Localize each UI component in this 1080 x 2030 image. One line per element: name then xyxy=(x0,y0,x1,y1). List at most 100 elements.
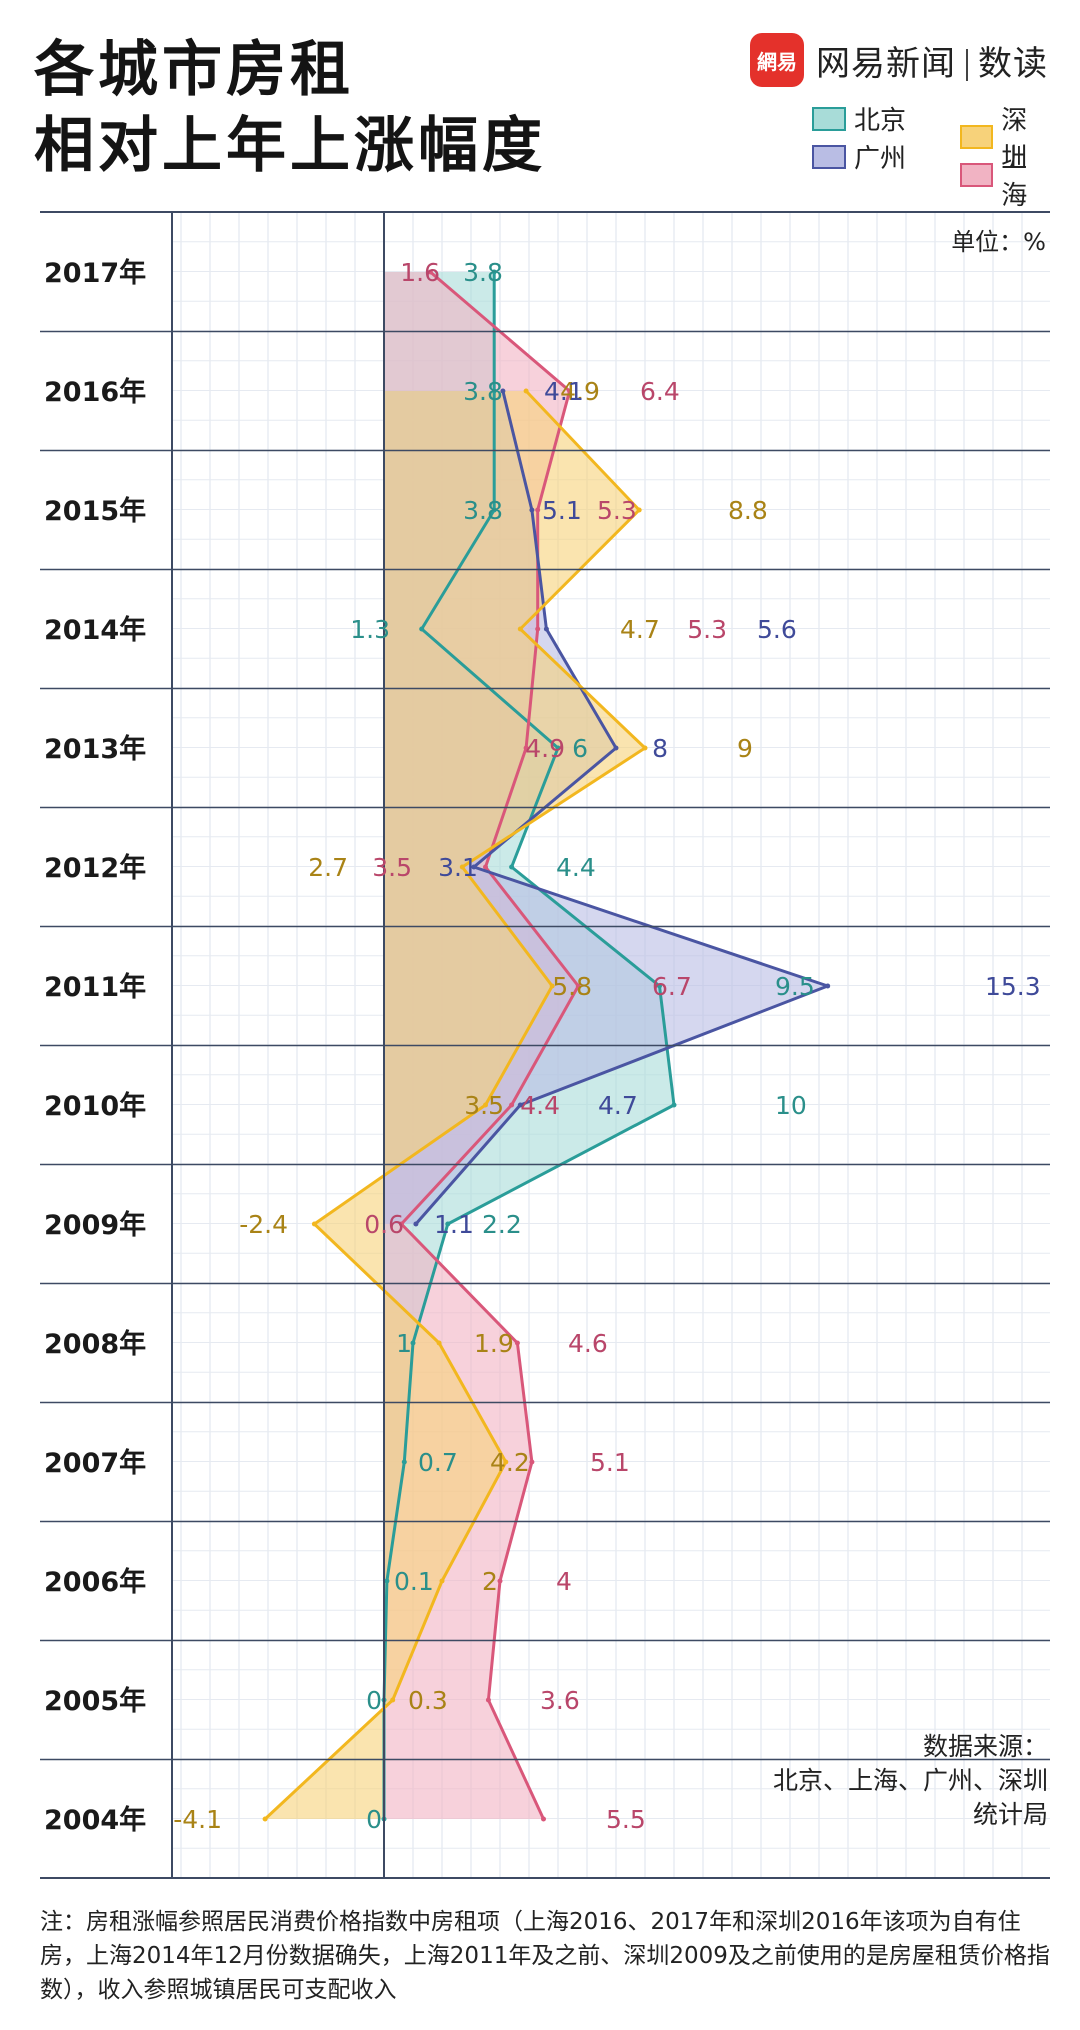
data-label-beijing: 0 xyxy=(366,1805,382,1834)
point-beijing xyxy=(491,269,497,275)
data-label-beijing: 1.3 xyxy=(350,615,390,644)
category-label: 2006年 xyxy=(44,1566,146,1598)
legend-swatch-beijing xyxy=(812,106,846,131)
data-label-shenzhen: -2.4 xyxy=(239,1210,288,1239)
data-label-guangzhou: 15.3 xyxy=(985,972,1041,1001)
data-label-beijing: 10 xyxy=(775,1091,807,1120)
point-shanghai xyxy=(541,1816,546,1822)
data-label-shanghai: 4.9 xyxy=(525,734,565,763)
point-shanghai xyxy=(575,983,581,989)
point-shanghai xyxy=(535,507,541,513)
point-shanghai xyxy=(485,1697,491,1703)
point-shenzhen xyxy=(311,1221,317,1227)
data-label-shanghai: 4.6 xyxy=(568,1329,608,1358)
data-label-shanghai: 4.4 xyxy=(520,1091,560,1120)
legend-label-shanghai: 上海 xyxy=(1001,144,1028,211)
point-shanghai xyxy=(427,269,433,275)
source-line-2: 北京、上海、广州、深圳 xyxy=(772,1766,1048,1795)
data-label-beijing: 4.4 xyxy=(556,853,596,882)
category-label: 2008年 xyxy=(44,1328,146,1360)
category-label: 2005年 xyxy=(44,1685,146,1717)
data-labels: 3.8 3.8 3.8 1.3 6 4.4 9.5 10 2.2 1 0.7 0.1 0 0 4.9 8.8 4… xyxy=(173,258,1040,1834)
category-labels: 2017年 2016年 2015年 2014年 2013年 2012年 2011年 2010年… xyxy=(44,257,146,1836)
title-line-2: 相对上年上涨幅度 xyxy=(34,111,546,181)
data-label-shanghai: 6.4 xyxy=(640,377,680,406)
point-shanghai xyxy=(497,1578,503,1584)
data-label-shanghai: 3.5 xyxy=(372,853,412,882)
legend-swatch-shanghai xyxy=(960,163,994,187)
category-label: 2015年 xyxy=(44,495,146,527)
point-beijing xyxy=(491,388,497,394)
data-label-guangzhou: 5.1 xyxy=(542,496,582,525)
point-beijing xyxy=(384,1578,390,1584)
point-shenzhen xyxy=(436,1340,442,1346)
data-label-shanghai: 5.3 xyxy=(597,496,637,525)
data-label-shenzhen: 1.9 xyxy=(474,1329,514,1358)
chart-title: 各城市房租 相对上年上涨幅度 xyxy=(34,32,546,184)
title-line-1: 各城市房租 xyxy=(34,35,354,105)
data-label-shenzhen: 2.7 xyxy=(308,853,348,882)
data-label-shenzhen: 9 xyxy=(737,734,753,763)
data-label-beijing: 0.7 xyxy=(418,1448,458,1477)
unit-label: 单位：% xyxy=(951,228,1046,256)
data-label-shanghai: 5.3 xyxy=(687,615,727,644)
point-beijing xyxy=(419,626,425,632)
point-guangzhou xyxy=(471,864,477,870)
data-label-shenzhen: 3.5 xyxy=(464,1091,504,1120)
data-label-guangzhou: 5.6 xyxy=(757,615,797,644)
data-label-shanghai: 3.6 xyxy=(540,1686,580,1715)
data-label-guangzhou: 4.1 xyxy=(544,377,584,406)
legend-swatch-shenzhen xyxy=(960,125,994,149)
data-label-beijing: 2.2 xyxy=(482,1210,522,1239)
data-label-shanghai: 4 xyxy=(556,1567,572,1596)
category-label: 2004年 xyxy=(44,1804,146,1836)
point-guangzhou xyxy=(413,1221,419,1227)
data-label-shenzhen: 4.9 xyxy=(560,377,600,406)
category-label: 2007年 xyxy=(44,1447,146,1479)
point-shenzhen xyxy=(523,388,529,394)
data-label-beijing: 6 xyxy=(572,734,588,763)
data-label-beijing: 9.5 xyxy=(775,972,815,1001)
data-label-shanghai: 5.1 xyxy=(590,1448,630,1477)
point-guangzhou xyxy=(517,1102,523,1108)
category-label: 2009年 xyxy=(44,1209,146,1241)
legend: 北京 深圳 广州 上海 xyxy=(812,100,1052,211)
data-label-beijing: 3.8 xyxy=(463,258,503,287)
source-note: 数据来源： 北京、上海、广州、深圳 统计局 xyxy=(773,1730,1048,1832)
legend-shanghai: 上海 xyxy=(960,138,1052,212)
brand-sub: 数读 xyxy=(978,43,1048,84)
frame xyxy=(40,211,1050,1879)
category-label: 2012年 xyxy=(44,852,146,884)
data-label-shanghai: 5.5 xyxy=(606,1805,646,1834)
point-shanghai xyxy=(567,388,573,394)
data-label-shenzhen: 4.2 xyxy=(490,1448,530,1477)
category-label: 2014年 xyxy=(44,614,146,646)
point-shenzhen xyxy=(636,507,642,513)
point-beijing xyxy=(401,1459,407,1465)
legend-guangzhou: 广州 xyxy=(812,138,906,175)
point-shenzhen xyxy=(262,1816,268,1822)
data-label-beijing: 3.8 xyxy=(463,377,503,406)
brand: 網易 网易新闻 数读 xyxy=(750,30,1048,90)
data-label-shanghai: 0.6 xyxy=(364,1210,404,1239)
point-shenzhen xyxy=(439,1578,445,1584)
point-beijing xyxy=(445,1221,451,1227)
data-label-guangzhou: 4.7 xyxy=(598,1091,638,1120)
legend-swatch-guangzhou xyxy=(812,144,846,169)
data-label-beijing: 0.1 xyxy=(394,1567,434,1596)
point-shanghai xyxy=(509,1102,515,1108)
point-guangzhou xyxy=(529,507,535,513)
point-beijing xyxy=(657,983,662,989)
category-label: 2011年 xyxy=(44,971,146,1003)
legend-shenzhen: 深圳 xyxy=(960,100,1052,174)
point-shenzhen xyxy=(503,1459,509,1465)
data-label-guangzhou: 1.1 xyxy=(434,1210,474,1239)
point-shenzhen xyxy=(390,1697,396,1703)
point-guangzhou xyxy=(613,745,619,751)
data-label-shenzhen: 4.7 xyxy=(620,615,660,644)
data-label-shenzhen: 0.3 xyxy=(408,1686,448,1715)
point-beijing xyxy=(671,1102,677,1108)
data-label-shanghai: 1.6 xyxy=(400,258,440,287)
footnote: 注：房租涨幅参照居民消费价格指数中房租项（上海2016、2017年和深圳2016… xyxy=(40,1909,1050,2003)
